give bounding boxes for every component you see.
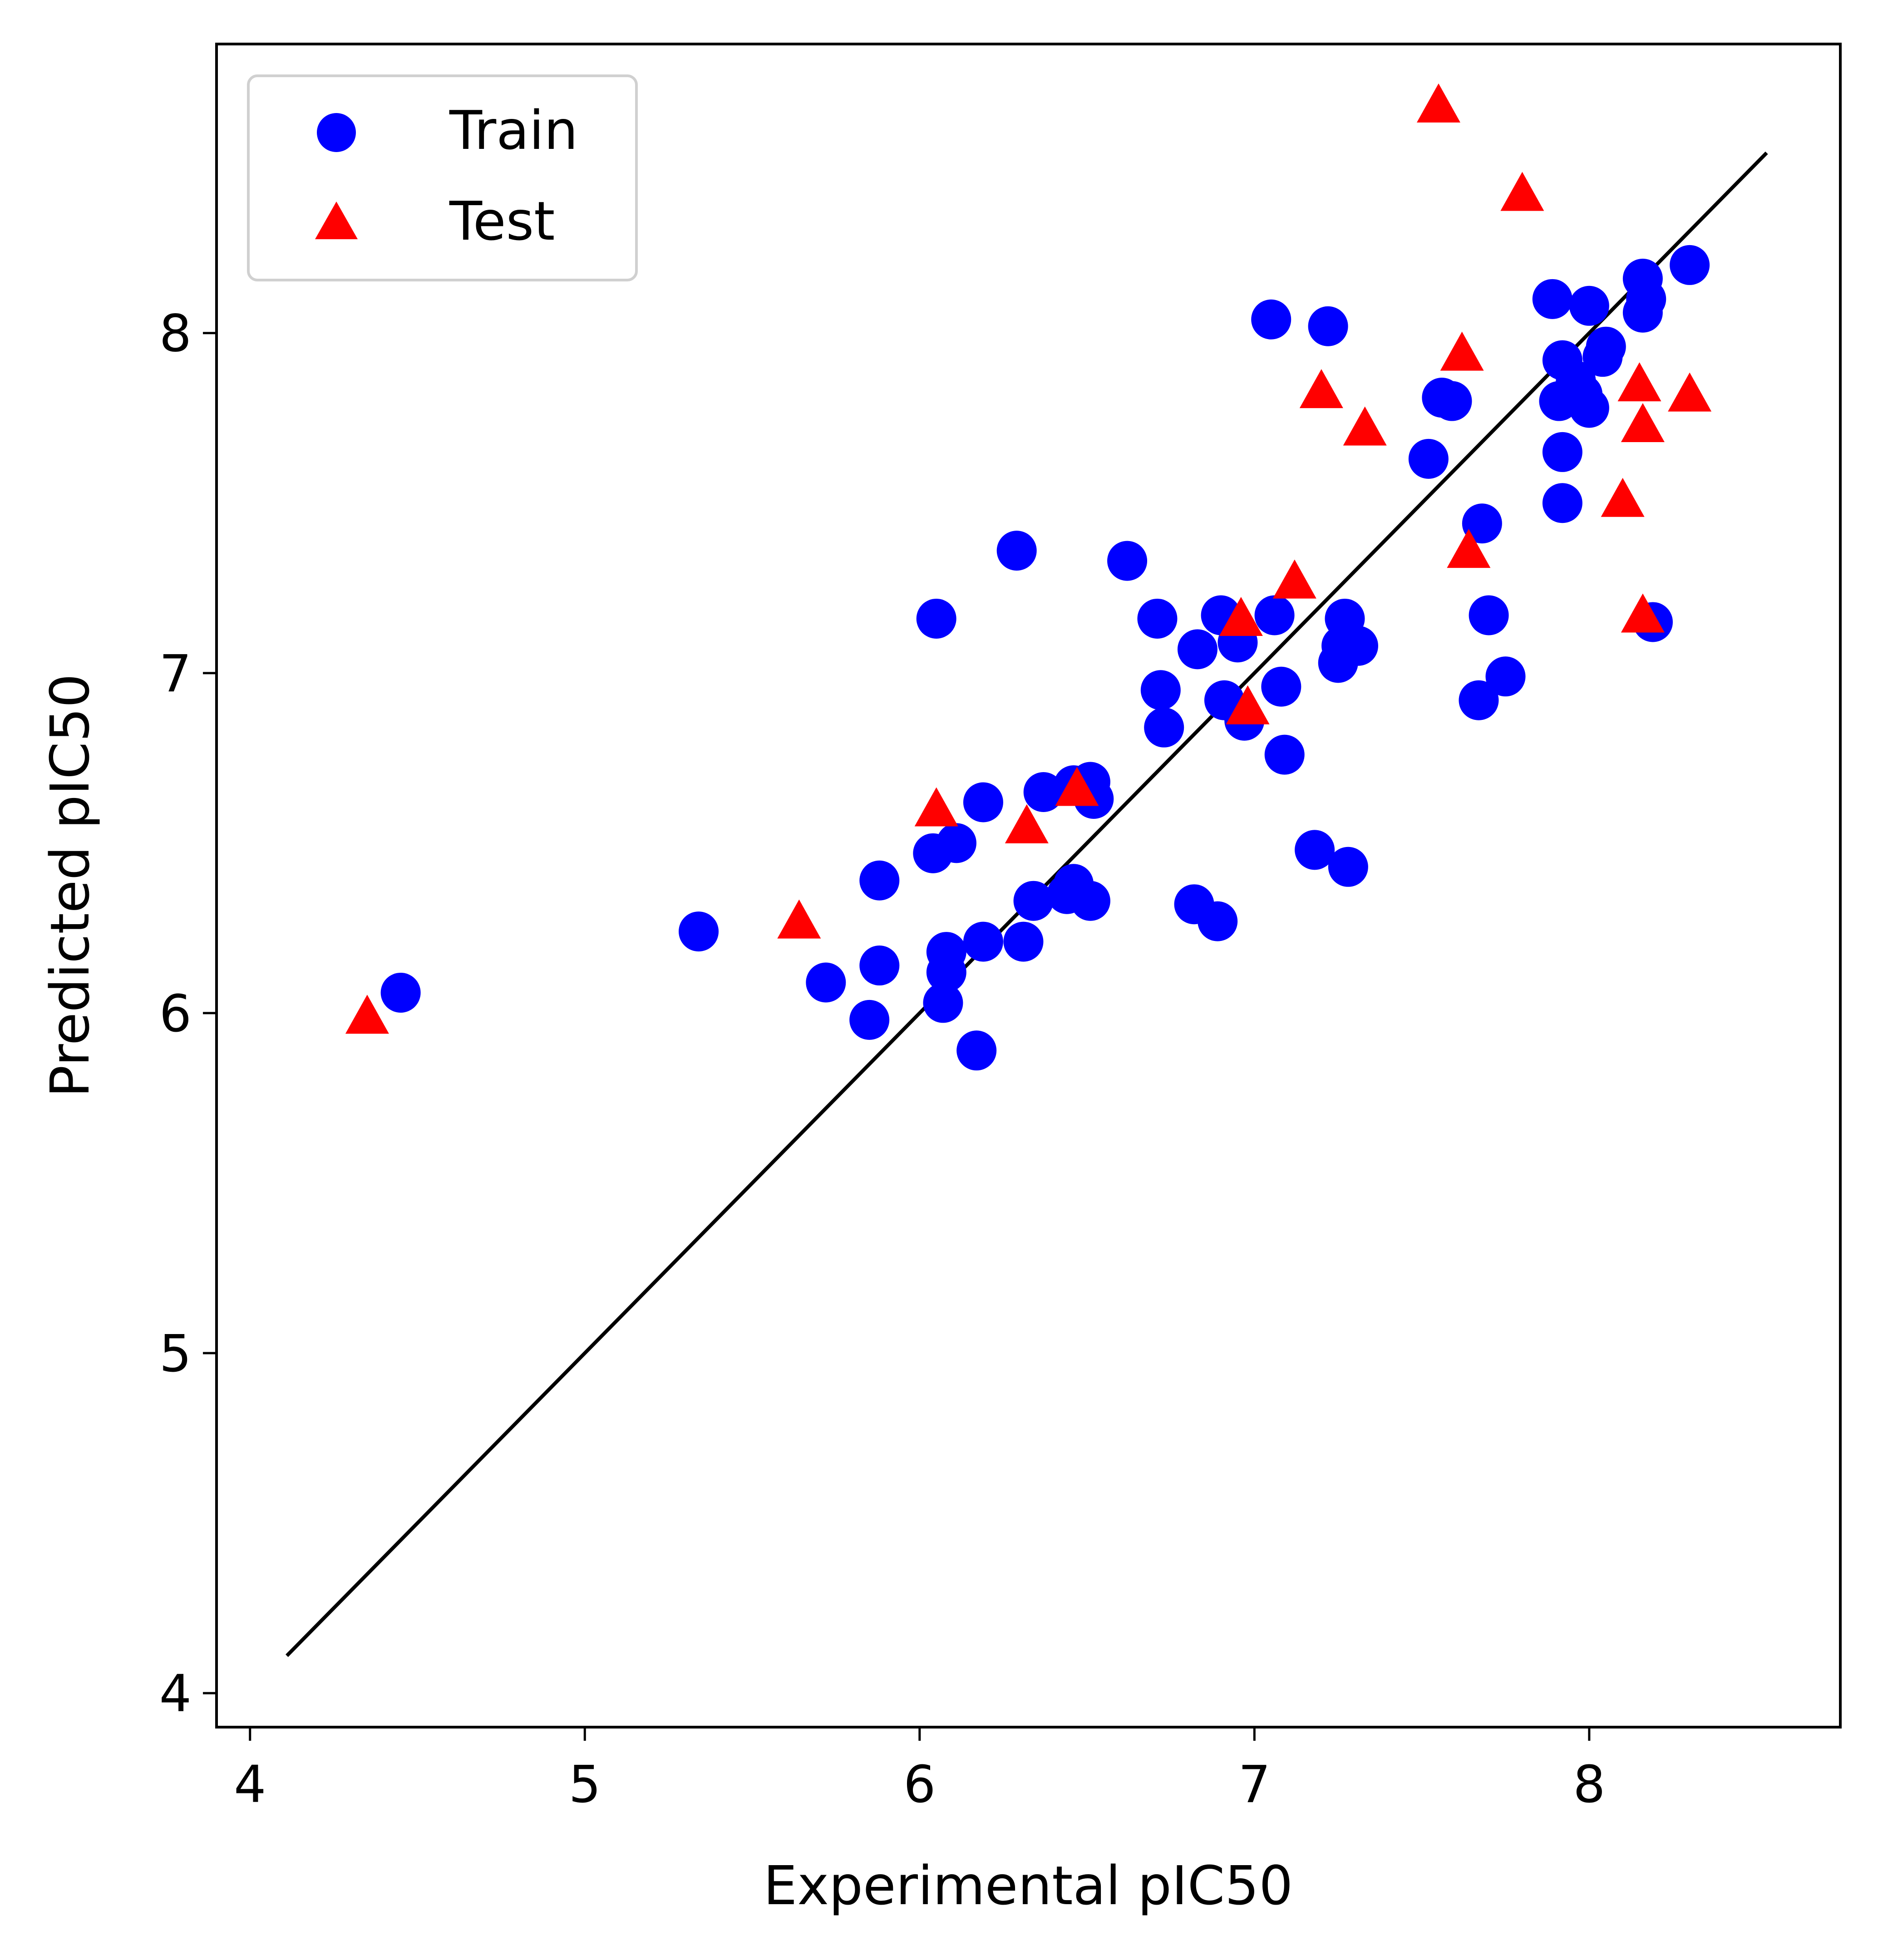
train-point bbox=[1137, 598, 1178, 639]
train-point bbox=[1569, 286, 1609, 326]
legend: Train Test bbox=[247, 74, 638, 281]
train-point bbox=[1542, 483, 1582, 523]
train-point bbox=[1023, 772, 1064, 812]
train-point bbox=[806, 962, 846, 1003]
train-point bbox=[956, 1030, 997, 1071]
train-point bbox=[1177, 629, 1217, 670]
y-axis-ticks: 4 5 6 7 8 bbox=[159, 305, 217, 1724]
test-point bbox=[1500, 172, 1544, 211]
train-point bbox=[859, 860, 900, 901]
test-point bbox=[1668, 372, 1712, 412]
test-point bbox=[1440, 331, 1484, 371]
test-point bbox=[777, 899, 821, 939]
test-point bbox=[1299, 369, 1343, 409]
train-point bbox=[1070, 881, 1110, 921]
train-point bbox=[1485, 656, 1526, 697]
x-tick-label: 6 bbox=[903, 1755, 936, 1814]
train-point bbox=[963, 921, 1003, 962]
test-point bbox=[914, 787, 958, 827]
test-point bbox=[1219, 596, 1263, 636]
train-point bbox=[1140, 670, 1181, 710]
train-point bbox=[936, 823, 976, 863]
train-point bbox=[1408, 438, 1449, 479]
train-point bbox=[679, 911, 719, 952]
x-tick-label: 5 bbox=[569, 1755, 601, 1814]
x-axis-label: Experimental pIC50 bbox=[764, 1854, 1293, 1917]
legend-box bbox=[247, 74, 638, 281]
legend-train-label: Train bbox=[449, 99, 578, 162]
train-point bbox=[1462, 503, 1502, 544]
train-point bbox=[926, 932, 966, 972]
x-tick-label: 8 bbox=[1573, 1755, 1605, 1814]
train-point bbox=[1670, 245, 1710, 285]
y-tick-label: 8 bbox=[159, 305, 192, 364]
test-point bbox=[1447, 529, 1491, 568]
test-point bbox=[1621, 403, 1665, 442]
train-point bbox=[1295, 830, 1335, 870]
train-point bbox=[996, 531, 1037, 571]
legend-train-marker bbox=[317, 113, 356, 152]
data-layer bbox=[286, 83, 1768, 1657]
train-point bbox=[1254, 595, 1295, 635]
y-axis-label: Predicted pIC50 bbox=[39, 674, 101, 1098]
plot-frame bbox=[215, 43, 1842, 1729]
train-point bbox=[1338, 625, 1378, 666]
train-point bbox=[1328, 847, 1368, 887]
x-tick-label: 4 bbox=[234, 1755, 266, 1814]
train-point bbox=[1198, 901, 1238, 941]
train-point bbox=[1542, 432, 1582, 472]
train-point bbox=[1013, 881, 1054, 921]
train-point bbox=[1459, 680, 1499, 720]
x-axis-ticks: 4 5 6 7 8 bbox=[234, 1727, 1605, 1814]
y-tick-label: 5 bbox=[159, 1325, 192, 1384]
train-point bbox=[1308, 306, 1348, 346]
train-point bbox=[1251, 299, 1291, 340]
test-point bbox=[1005, 804, 1049, 843]
train-point bbox=[1586, 326, 1626, 367]
train-point bbox=[380, 972, 421, 1013]
legend-test-marker bbox=[315, 202, 358, 239]
test-point bbox=[345, 995, 389, 1034]
train-point bbox=[1107, 541, 1148, 581]
train-point bbox=[1144, 707, 1184, 748]
test-point bbox=[1226, 685, 1270, 724]
test-point bbox=[1601, 478, 1645, 517]
train-point bbox=[1569, 388, 1609, 428]
train-point bbox=[1261, 666, 1301, 707]
train-point bbox=[1626, 279, 1666, 319]
y-tick-label: 6 bbox=[159, 985, 192, 1044]
train-point bbox=[1264, 734, 1305, 775]
legend-test-label: Test bbox=[449, 190, 555, 252]
test-point bbox=[1416, 83, 1460, 123]
train-point bbox=[923, 983, 963, 1023]
y-tick-label: 4 bbox=[159, 1665, 192, 1724]
train-point bbox=[1532, 279, 1572, 319]
x-tick-label: 7 bbox=[1238, 1755, 1271, 1814]
train-point bbox=[849, 1000, 890, 1040]
test-point bbox=[1055, 767, 1099, 806]
train-point bbox=[1432, 381, 1472, 421]
train-point bbox=[1469, 595, 1509, 635]
test-point bbox=[1617, 362, 1661, 402]
train-point bbox=[859, 946, 900, 986]
train-point bbox=[1003, 921, 1044, 962]
train-point bbox=[963, 782, 1003, 822]
y-tick-label: 7 bbox=[159, 645, 192, 704]
test-point bbox=[1272, 559, 1316, 599]
test-point bbox=[1343, 406, 1387, 446]
train-point bbox=[916, 598, 956, 639]
test-point bbox=[1621, 593, 1665, 633]
